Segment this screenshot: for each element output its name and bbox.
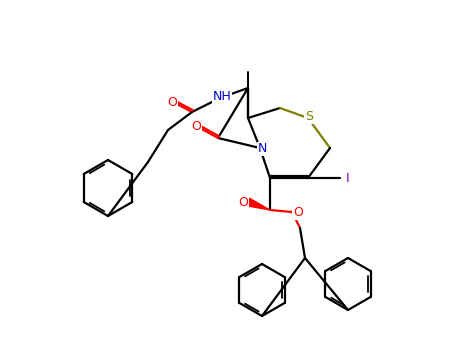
- Text: NH: NH: [212, 91, 232, 104]
- Text: O: O: [238, 196, 248, 210]
- Text: S: S: [305, 111, 313, 124]
- Text: I: I: [346, 173, 350, 186]
- Text: O: O: [191, 120, 201, 133]
- Text: O: O: [167, 96, 177, 108]
- Polygon shape: [247, 198, 270, 210]
- Text: N: N: [258, 142, 267, 155]
- Text: O: O: [293, 206, 303, 219]
